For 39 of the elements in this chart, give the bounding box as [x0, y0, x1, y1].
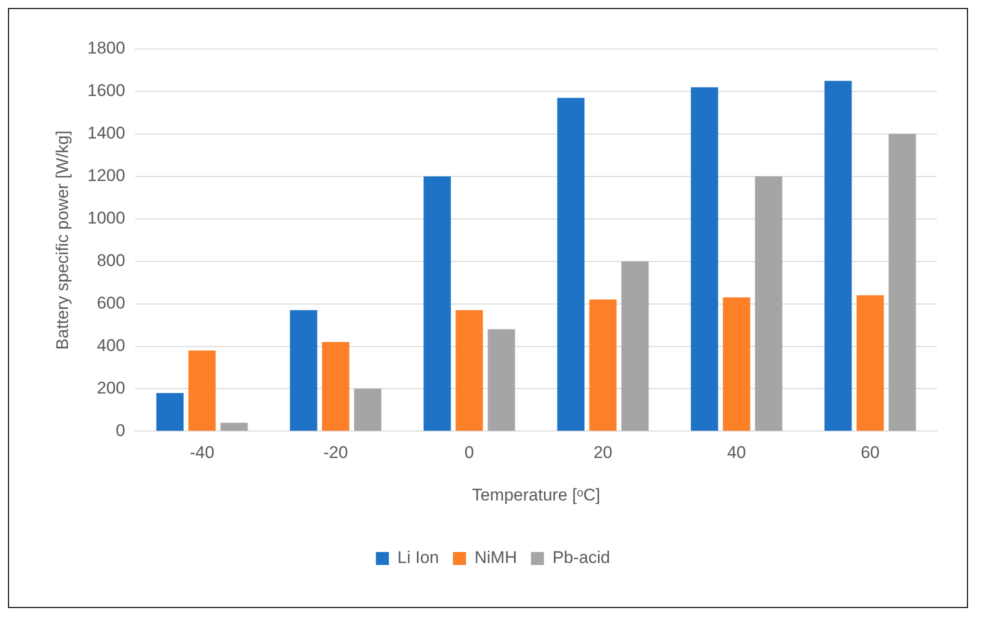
bar	[856, 295, 884, 431]
bar	[722, 297, 750, 431]
bar	[156, 392, 184, 431]
bar	[488, 329, 515, 431]
x-tick-label: -20	[323, 443, 348, 462]
bar	[690, 87, 718, 431]
y-tick-label: 1000	[87, 208, 126, 228]
y-tick-label: 1400	[87, 124, 126, 143]
x-axis-title: Temperature [ᵒC]	[472, 485, 600, 504]
bar	[188, 350, 216, 431]
y-tick-label: 1200	[87, 166, 126, 186]
legend-label: Pb-acid	[552, 548, 610, 568]
bar	[290, 310, 318, 431]
y-axis-title: Battery specific power [W/kg]	[52, 130, 72, 350]
x-tick-label: 20	[593, 443, 612, 462]
y-tick-label: 1600	[87, 81, 126, 100]
bar	[220, 422, 248, 431]
legend-label: NiMH	[474, 548, 517, 568]
y-tick-label: 400	[96, 336, 126, 355]
y-tick-label: 600	[96, 293, 126, 312]
bar	[621, 261, 649, 431]
bar	[557, 98, 584, 431]
bar	[322, 342, 350, 431]
x-tick-label: 60	[860, 443, 880, 462]
bar	[888, 134, 916, 431]
bar	[824, 80, 852, 431]
y-tick-label: 200	[96, 378, 126, 398]
y-tick-label: 1800	[87, 38, 126, 58]
y-tick-label: 0	[116, 420, 126, 440]
bar	[456, 310, 483, 431]
x-tick-label: 40	[727, 443, 746, 462]
bar	[754, 176, 782, 431]
bar	[424, 176, 451, 431]
bar	[354, 388, 382, 431]
legend-label: Li Ion	[397, 548, 439, 568]
x-tick-label: -40	[190, 443, 214, 462]
x-tick-label: 0	[464, 443, 474, 462]
y-tick-label: 800	[96, 251, 126, 270]
bar	[589, 300, 617, 431]
